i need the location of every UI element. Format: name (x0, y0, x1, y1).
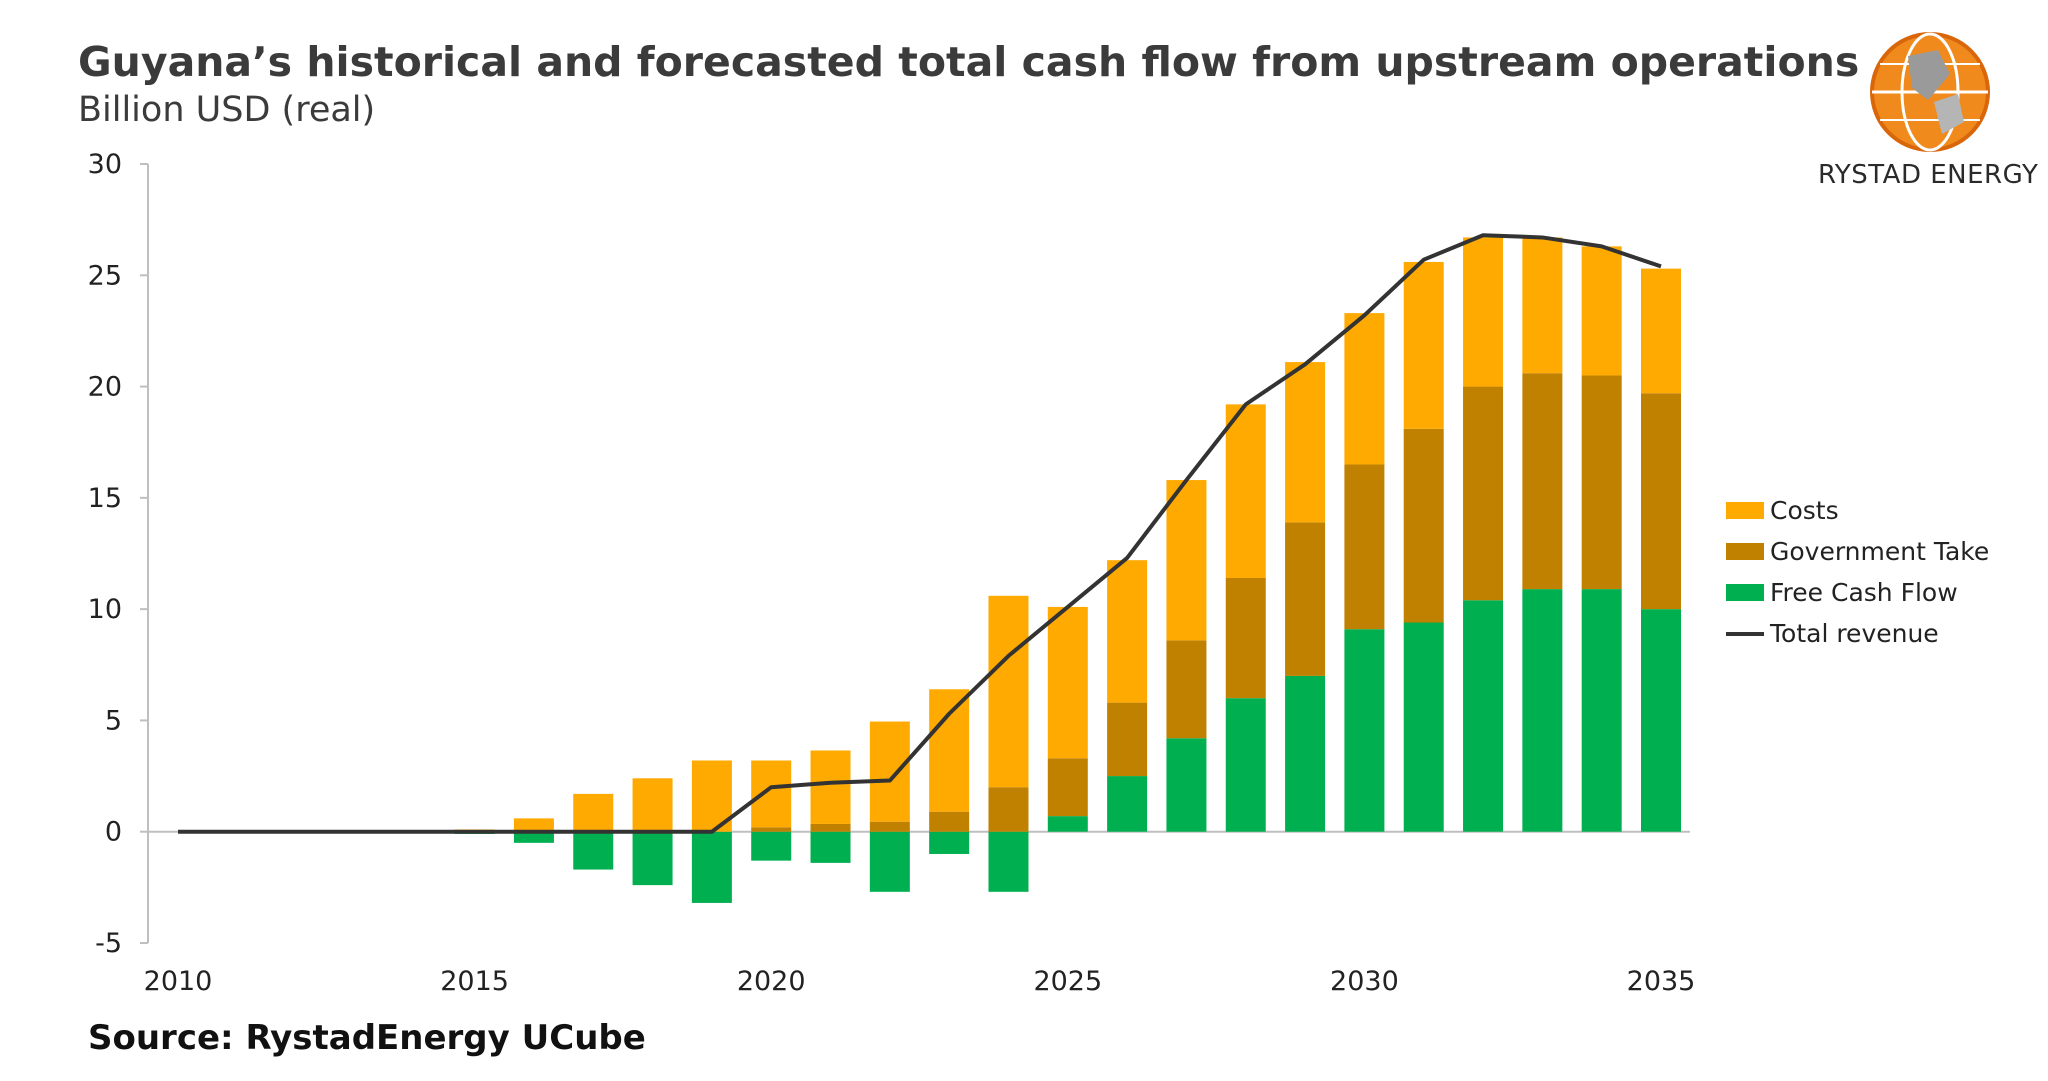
bar-free-cash-flow (751, 831, 792, 861)
legend: Costs Government Take Free Cash Flow Tot… (1726, 490, 1989, 654)
bar-free-cash-flow (1285, 675, 1326, 832)
bar-government-take (1344, 464, 1385, 630)
bar-free-cash-flow (1463, 600, 1504, 832)
legend-line-total-revenue (1726, 631, 1764, 636)
bar-free-cash-flow (929, 831, 970, 854)
bar-free-cash-flow (1522, 589, 1563, 832)
legend-swatch-government-take (1726, 543, 1764, 560)
source-note: Source: RystadEnergy UCube (88, 1018, 646, 1058)
y-tick-label: 30 (88, 149, 122, 180)
bar-free-cash-flow (691, 831, 732, 903)
bar-free-cash-flow (573, 831, 614, 870)
bar-free-cash-flow (1047, 816, 1088, 832)
bar-costs (1641, 268, 1681, 394)
x-tick-label: 2025 (1033, 966, 1102, 997)
bar-costs (1166, 480, 1207, 641)
x-tick-label: 2020 (737, 966, 806, 997)
bar-free-cash-flow (810, 831, 851, 863)
bar-costs (1463, 237, 1504, 387)
bar-government-take (1641, 393, 1681, 610)
bar-costs (1047, 606, 1088, 759)
bar-free-cash-flow (1107, 776, 1148, 832)
bar-government-take (1225, 577, 1266, 699)
bar-government-take (869, 821, 910, 832)
bar-costs (929, 689, 970, 812)
bar-costs (1107, 560, 1148, 703)
bar-government-take (929, 811, 970, 832)
x-tick-label: 2015 (440, 966, 509, 997)
legend-swatch-free-cash-flow (1726, 584, 1764, 601)
y-tick-label: 20 (88, 372, 122, 403)
y-tick-label: -5 (95, 928, 122, 959)
chart-title: Guyana’s historical and forecasted total… (78, 38, 1860, 86)
legend-label-government-take: Government Take (1770, 537, 1990, 566)
bar-costs (513, 818, 554, 832)
bar-government-take (1522, 373, 1563, 590)
bar-free-cash-flow (1403, 622, 1444, 832)
x-tick-label: 2010 (144, 966, 213, 997)
legend-item-costs: Costs (1726, 490, 1989, 531)
line-total-revenue (178, 233, 1662, 834)
bar-costs (810, 750, 851, 824)
bar-free-cash-flow (513, 831, 554, 843)
bar-free-cash-flow (1166, 738, 1207, 832)
bar-free-cash-flow (1344, 629, 1385, 832)
bar-costs (988, 595, 1029, 788)
bar-free-cash-flow (869, 831, 910, 892)
legend-item-free-cash-flow: Free Cash Flow (1726, 572, 1989, 613)
legend-label-free-cash-flow: Free Cash Flow (1770, 578, 1958, 607)
bar-government-take (751, 827, 792, 832)
bar-costs (1225, 404, 1266, 578)
bar-costs (1581, 246, 1622, 376)
bar-free-cash-flow (632, 831, 673, 886)
bar-government-take (810, 823, 851, 832)
logo-text: RYSTAD ENERGY (1818, 160, 2039, 190)
bar-costs (869, 721, 910, 822)
bar-government-take (1166, 640, 1207, 739)
bar-costs (1285, 362, 1326, 523)
legend-item-government-take: Government Take (1726, 531, 1989, 572)
bar-free-cash-flow (988, 831, 1029, 892)
legend-label-total-revenue: Total revenue (1770, 619, 1939, 648)
legend-swatch-costs (1726, 502, 1764, 519)
x-tick-label: 2035 (1627, 966, 1696, 997)
bar-government-take (1107, 702, 1148, 777)
y-tick-label: 5 (105, 705, 122, 736)
bar-government-take (988, 787, 1029, 832)
y-tick-label: 15 (88, 483, 122, 514)
bar-costs (1522, 237, 1563, 374)
y-tick-label: 10 (88, 594, 122, 625)
x-tick-label: 2030 (1330, 966, 1399, 997)
bar-costs (573, 793, 614, 832)
y-tick-label: 0 (105, 817, 122, 848)
bar-government-take (1047, 758, 1088, 817)
bar-free-cash-flow (1581, 589, 1622, 832)
chart-subtitle: Billion USD (real) (78, 90, 376, 130)
bar-government-take (1403, 428, 1444, 623)
legend-label-costs: Costs (1770, 496, 1839, 525)
bar-free-cash-flow (1225, 698, 1266, 832)
bar-costs (751, 760, 792, 828)
bar-costs (1344, 313, 1385, 465)
bar-costs (1403, 261, 1444, 429)
bar-government-take (1463, 386, 1504, 601)
y-tick-label: 25 (88, 260, 122, 291)
bar-government-take (1285, 522, 1326, 676)
legend-item-total-revenue: Total revenue (1726, 613, 1989, 654)
bar-government-take (1581, 375, 1622, 590)
bar-costs (632, 778, 673, 832)
bar-free-cash-flow (1641, 609, 1681, 832)
globe-logo-icon (1870, 32, 1990, 152)
